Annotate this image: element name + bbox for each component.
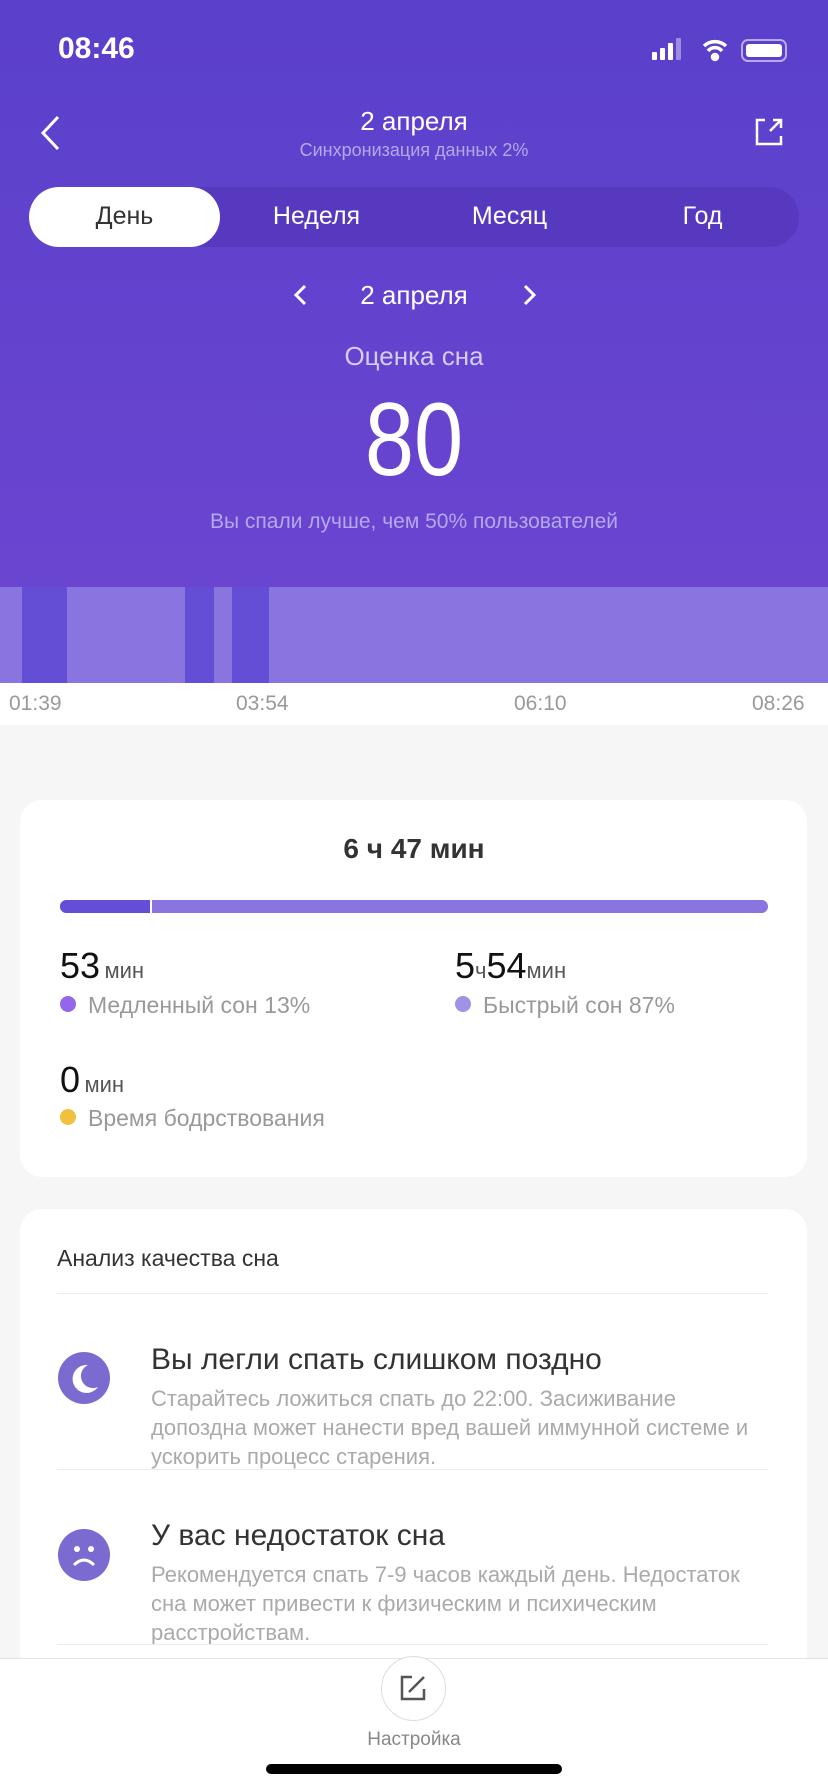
- deep-dot-icon: [60, 996, 76, 1012]
- sync-status: Синхронизация данных 2%: [299, 140, 529, 160]
- light-sleep-stat: 5ч54мин: [455, 945, 566, 987]
- next-date-icon[interactable]: [520, 283, 538, 307]
- share-icon[interactable]: [753, 116, 785, 148]
- awake-value: 0: [60, 1059, 81, 1100]
- header: [0, 0, 828, 587]
- tab-year[interactable]: Год: [682, 202, 723, 230]
- battery-icon: [741, 39, 787, 62]
- x-tick: 03:54: [236, 692, 289, 715]
- status-icons: [652, 38, 787, 62]
- divider: [57, 1469, 768, 1470]
- back-icon[interactable]: [38, 114, 62, 152]
- hours-unit: ч: [366, 833, 384, 864]
- deep-legend: Медленный сон 13%: [60, 992, 310, 1019]
- analysis-item-desc: Рекомендуется спать 7-9 часов каждый ден…: [151, 1562, 740, 1645]
- prev-date-icon[interactable]: [292, 283, 310, 307]
- deep-sleep-segment: [231, 587, 269, 683]
- date-label: 2 апреля: [360, 280, 468, 310]
- awake-stat: 0 мин: [60, 1059, 124, 1101]
- deep-value: 53: [60, 945, 101, 986]
- x-tick: 01:39: [9, 692, 62, 715]
- sleep-score: 80: [364, 382, 464, 498]
- deep-label: Медленный сон 13%: [88, 992, 311, 1018]
- light-minutes: 54: [486, 945, 527, 986]
- divider: [57, 1293, 768, 1294]
- x-tick: 08:26: [752, 692, 805, 715]
- period-tabs: День Неделя Месяц Год: [29, 187, 799, 247]
- edit-icon: [400, 1675, 426, 1701]
- awake-unit: мин: [84, 1072, 125, 1097]
- page-title: 2 апреля: [360, 106, 468, 136]
- tab-month[interactable]: Месяц: [471, 202, 548, 230]
- light-m-unit: мин: [526, 958, 567, 983]
- analysis-item-desc: Старайтесь ложиться спать до 22:00. Заси…: [151, 1386, 749, 1469]
- x-tick: 06:10: [514, 692, 567, 715]
- home-indicator: [266, 1764, 562, 1774]
- tab-day[interactable]: День: [29, 187, 220, 247]
- light-label: Быстрый сон 87%: [483, 992, 675, 1018]
- sleep-progress-bar: [60, 900, 768, 913]
- total-sleep: 6 ч 47 мин: [0, 833, 828, 865]
- status-time: 08:46: [58, 32, 135, 65]
- axis-background: [0, 683, 828, 725]
- light-legend: Быстрый сон 87%: [455, 992, 675, 1019]
- sleep-timeline-chart: [0, 587, 828, 683]
- awake-dot-icon: [60, 1109, 76, 1125]
- wifi-icon: [702, 39, 728, 62]
- minutes-unit: мин: [429, 833, 485, 864]
- light-dot-icon: [455, 996, 471, 1012]
- score-label: Оценка сна: [344, 341, 484, 371]
- signal-icon: [652, 38, 681, 60]
- awake-legend: Время бодрствования: [60, 1105, 325, 1132]
- analysis-item-title: Вы легли спать слишком поздно: [151, 1343, 602, 1376]
- light-h-unit: ч: [475, 958, 487, 983]
- moon-icon: [58, 1352, 110, 1404]
- awake-label: Время бодрствования: [88, 1105, 325, 1131]
- light-hours: 5: [455, 945, 476, 986]
- analysis-heading: Анализ качества сна: [57, 1245, 279, 1271]
- deep-sleep-segment: [22, 587, 68, 683]
- settings-label[interactable]: Настройка: [367, 1729, 461, 1750]
- analysis-item-title: У вас недостаток сна: [151, 1519, 446, 1552]
- score-comparison: Вы спали лучше, чем 50% пользователей: [210, 510, 618, 533]
- deep-sleep-segment: [185, 587, 214, 683]
- sad-face-icon: [58, 1529, 110, 1581]
- sleep-summary-card: [20, 800, 807, 1177]
- deep-unit: мин: [104, 958, 145, 983]
- total-minutes: 47: [390, 833, 422, 864]
- deep-sleep-stat: 53 мин: [60, 945, 144, 987]
- divider: [57, 1644, 768, 1645]
- total-hours: 6: [343, 833, 359, 864]
- tab-week[interactable]: Неделя: [272, 202, 361, 230]
- settings-button[interactable]: [381, 1656, 446, 1721]
- deep-sleep-fill: [60, 900, 153, 913]
